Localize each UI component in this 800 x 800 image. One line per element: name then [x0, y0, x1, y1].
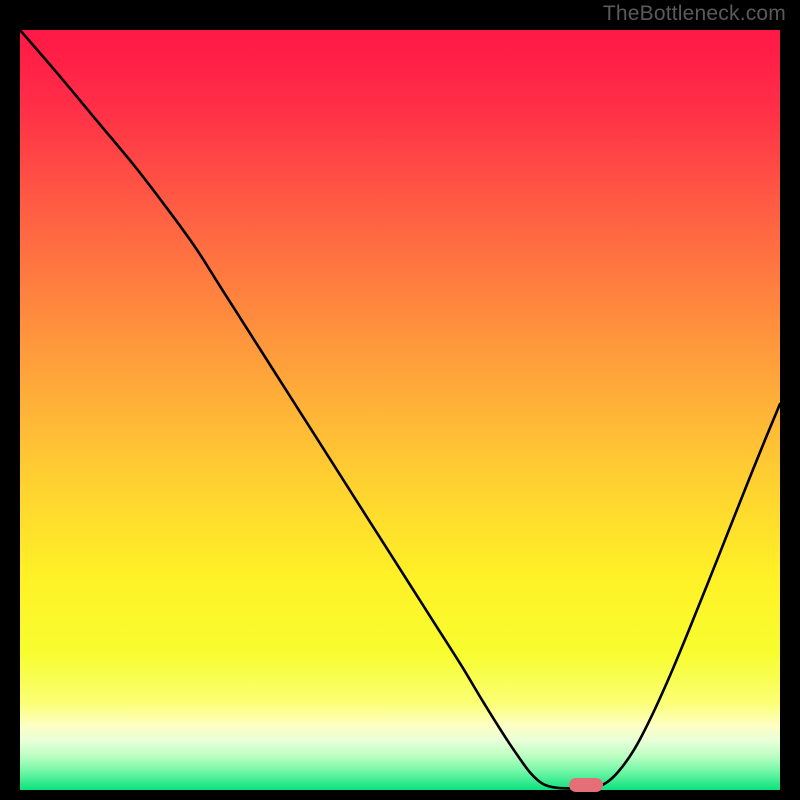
chart-plot-area: [20, 30, 780, 790]
watermark-text: TheBottleneck.com: [603, 2, 786, 26]
optimum-marker: [569, 778, 603, 792]
bottleneck-curve: [20, 30, 780, 790]
curve-path: [20, 30, 780, 789]
